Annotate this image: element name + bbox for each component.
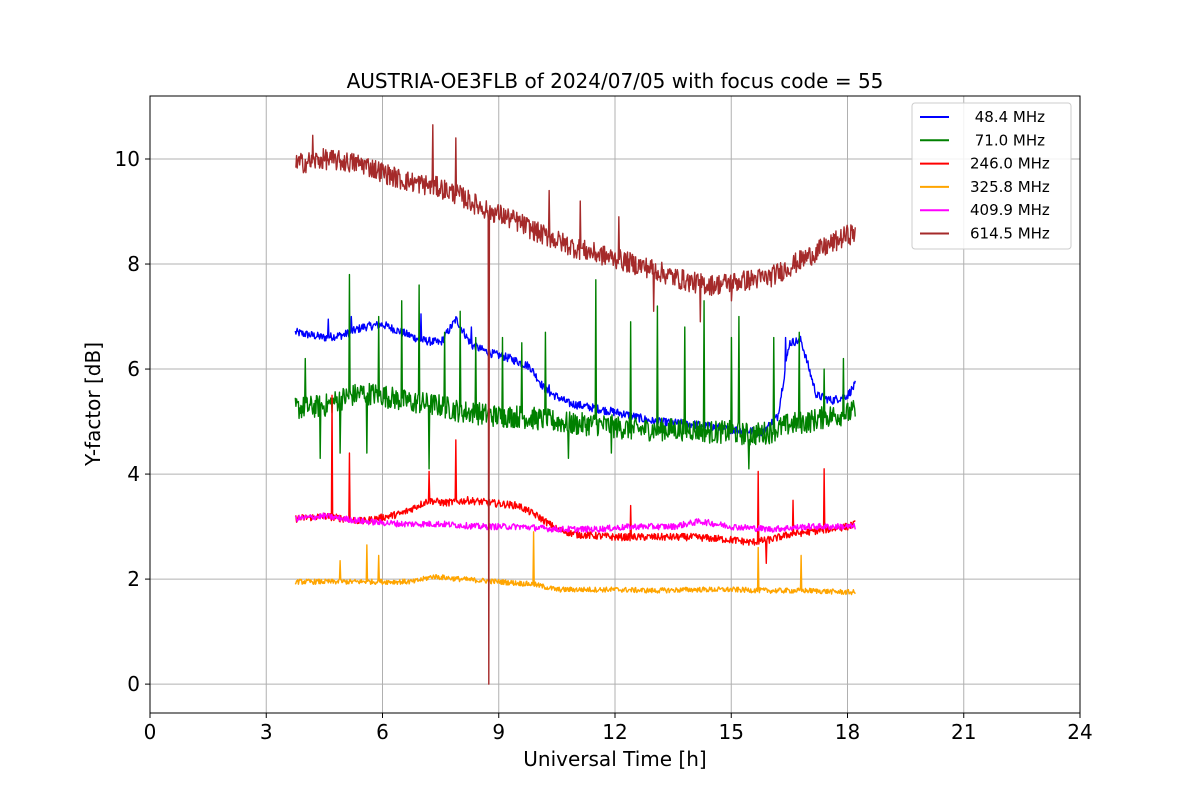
y-tick-label: 10 [115, 147, 140, 171]
x-tick-label: 18 [835, 720, 860, 744]
legend: 48.4 MHz 71.0 MHz 246.0 MHz 325.8 MHz 409.9… [911, 102, 1072, 250]
legend-label: 614.5 MHz [970, 225, 1050, 243]
x-axis-label: Universal Time [h] [523, 747, 706, 771]
legend-label: 409.9 MHz [970, 201, 1050, 219]
series-line-5 [295, 124, 856, 685]
x-tick-label: 9 [492, 720, 505, 744]
series-line-4 [294, 512, 856, 533]
x-tick-label: 24 [1067, 720, 1092, 744]
x-tick-label: 12 [602, 720, 627, 744]
legend-box [911, 102, 1072, 250]
legend-label: 246.0 MHz [970, 155, 1050, 173]
y-axis-label: Y-factor [dB] [81, 342, 105, 467]
series-lines [294, 124, 856, 685]
x-tick-label: 0 [144, 720, 157, 744]
y-tick-label: 8 [127, 252, 140, 276]
y-tick-label: 2 [127, 567, 140, 591]
legend-label: 325.8 MHz [970, 178, 1050, 196]
y-tick-label: 0 [127, 672, 140, 696]
legend-label: 71.0 MHz [970, 131, 1045, 149]
legend-label: 48.4 MHz [970, 108, 1045, 126]
series-line-1 [294, 273, 856, 470]
x-tick-label: 3 [260, 720, 273, 744]
x-tick-label: 6 [376, 720, 389, 744]
x-tick-label: 21 [951, 720, 976, 744]
y-tick-label: 4 [127, 462, 140, 486]
series-line-3 [294, 531, 856, 596]
chart-title: AUSTRIA-OE3FLB of 2024/07/05 with focus … [347, 69, 884, 93]
x-tick-label: 15 [719, 720, 744, 744]
y-tick-label: 6 [127, 357, 140, 381]
